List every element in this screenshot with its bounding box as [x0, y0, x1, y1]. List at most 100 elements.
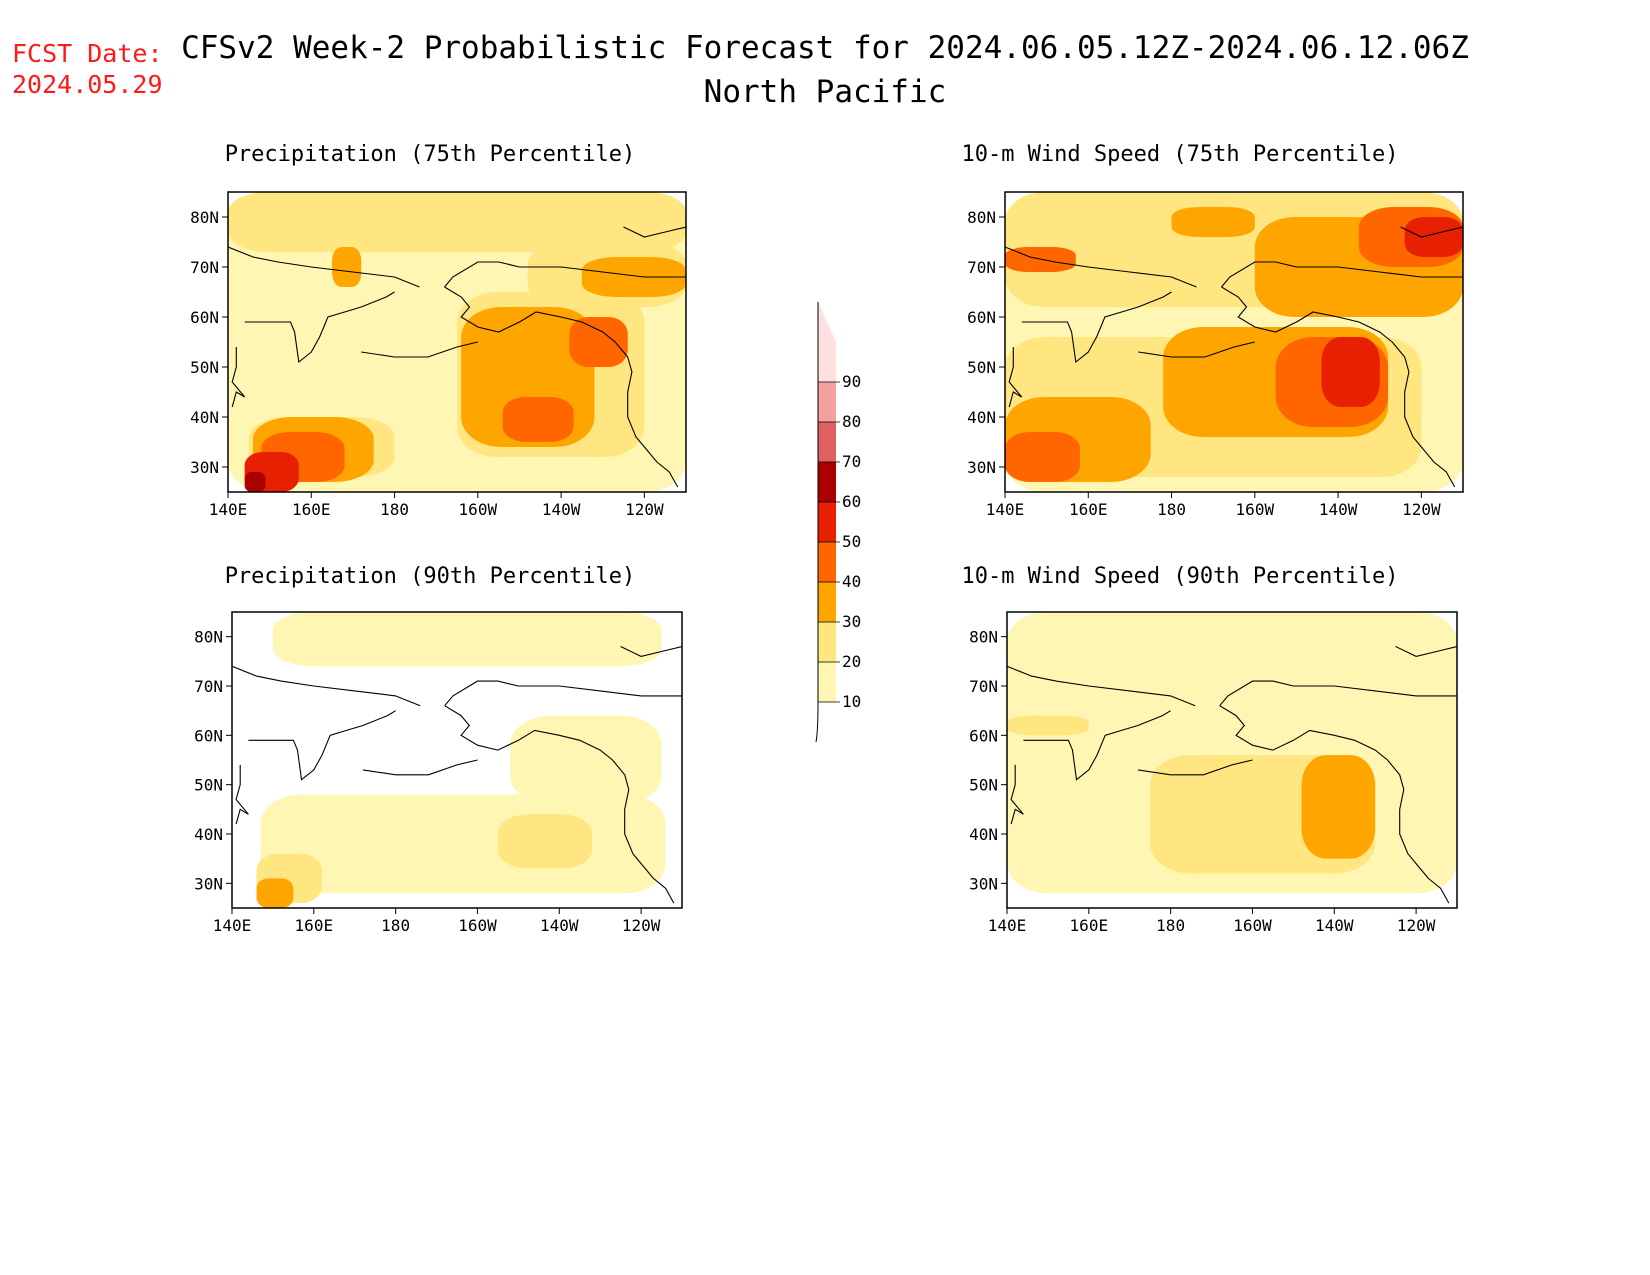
lon-tick-label: 180: [380, 500, 409, 519]
probability-region-level-4: [569, 317, 628, 367]
fcst-date-caption: FCST Date:: [12, 39, 163, 68]
lon-tick-label: 140E: [213, 916, 252, 935]
lat-tick-label: 60N: [190, 308, 219, 327]
map-panel-wind75: 140E 160E 180 160W 140W 120W 80N 70N 60N 50N 40N 30…: [967, 191, 1464, 519]
coastline-alaska: [444, 261, 686, 288]
coastline-kamchatka: [248, 710, 396, 781]
colorbar-segment: [818, 582, 836, 622]
colorbar-segment: [818, 662, 836, 702]
coastline-alaska_west: [444, 705, 675, 904]
probability-region-level-1: [272, 612, 662, 667]
lon-tick-label: 140E: [988, 916, 1027, 935]
lon-tick-label: 160W: [459, 500, 498, 519]
lat-tick-label: 30N: [190, 458, 219, 477]
coastline-aleutians: [362, 759, 478, 776]
coastline-kamchatka: [1021, 291, 1172, 364]
coastline-alaska_west: [1221, 286, 1456, 488]
colorbar-label: 60: [842, 492, 861, 511]
lon-tick-label: 140E: [209, 500, 248, 519]
lon-tick-label: 120W: [1402, 500, 1441, 519]
colorbar-segment: [818, 422, 836, 462]
coastline-canada_arctic: [620, 645, 682, 657]
lat-tick-label: 80N: [190, 208, 219, 227]
probability-region-level-5: [1404, 217, 1463, 257]
coastline-asia_east: [232, 665, 421, 707]
panel-title-wind90: 10-m Wind Speed (90th Percentile): [961, 564, 1399, 589]
map-panel-wind90: 140E 160E 180 160W 140W 120W 80N 70N 60N 50N 40N 30…: [969, 611, 1458, 935]
map-frame: [227, 191, 687, 493]
probability-region-level-3: [332, 247, 362, 287]
colorbar-label: 70: [842, 452, 861, 471]
probability-region-level-3: [1301, 755, 1376, 859]
lon-tick-label: 160E: [1069, 500, 1108, 519]
lat-tick-label: 80N: [967, 208, 996, 227]
coastline-japan_kuril: [1010, 764, 1024, 825]
coastline-japan_kuril: [235, 764, 249, 825]
probability-region-level-5: [1321, 337, 1380, 407]
map-frame: [1004, 191, 1464, 493]
coastline-canada_arctic: [1395, 645, 1457, 657]
lat-tick-label: 60N: [194, 726, 223, 745]
lon-tick-label: 120W: [1397, 916, 1436, 935]
colorbar-label: 30: [842, 612, 861, 631]
panel-title-precip90: Precipitation (90th Percentile): [224, 564, 636, 589]
probability-region-level-6: [244, 472, 266, 492]
lon-tick-label: 140W: [1315, 916, 1354, 935]
map-frame: [1006, 611, 1458, 909]
colorbar-legend: 10 20 30 40 50 60 70 80 90: [815, 302, 861, 743]
lon-tick-label: 180: [381, 916, 410, 935]
coastline-aleutians: [361, 341, 478, 358]
colorbar-label: 10: [842, 692, 861, 711]
lat-tick-label: 50N: [190, 358, 219, 377]
forecast-date-label: FCST Date: 2024.05.29: [12, 38, 163, 100]
lon-tick-label: 160W: [1233, 916, 1272, 935]
lat-tick-label: 70N: [190, 258, 219, 277]
lon-tick-label: 140E: [986, 500, 1025, 519]
coastline-alaska: [1221, 261, 1463, 288]
lat-tick-label: 30N: [969, 874, 998, 893]
lat-tick-label: 80N: [194, 628, 223, 647]
lat-tick-label: 30N: [967, 458, 996, 477]
lat-tick-label: 70N: [194, 677, 223, 696]
lon-tick-label: 160W: [1236, 500, 1275, 519]
colorbar-segment: [818, 462, 836, 502]
probability-region-level-3: [581, 257, 686, 297]
coastline-japan_kuril: [1008, 347, 1023, 408]
coastline-alaska: [444, 680, 682, 707]
lat-tick-label: 70N: [969, 677, 998, 696]
panel-title-precip75: Precipitation (75th Percentile): [224, 142, 636, 167]
lat-tick-label: 70N: [967, 258, 996, 277]
coastline-aleutians: [1137, 759, 1253, 776]
map-panel-precip90: 140E 160E 180 160W 140W 120W 80N 70N 60N 50N 40N 30…: [194, 611, 683, 935]
map-frame: [231, 611, 683, 909]
page-subtitle: North Pacific: [703, 74, 947, 110]
coastline-alaska_west: [1219, 705, 1450, 904]
lat-tick-label: 40N: [967, 408, 996, 427]
lon-tick-label: 140W: [542, 500, 581, 519]
lat-tick-label: 40N: [190, 408, 219, 427]
lat-tick-label: 50N: [967, 358, 996, 377]
lon-tick-label: 140W: [540, 916, 579, 935]
lat-tick-label: 50N: [194, 776, 223, 795]
fcst-date-value: 2024.05.29: [12, 70, 163, 99]
lat-tick-label: 80N: [969, 628, 998, 647]
lon-tick-label: 180: [1157, 500, 1186, 519]
lon-tick-label: 160E: [1070, 916, 1109, 935]
probability-region-level-3: [1171, 207, 1255, 237]
colorbar-segment: [818, 502, 836, 542]
lon-tick-label: 160E: [295, 916, 334, 935]
page-title: CFSv2 Week-2 Probabilistic Forecast for …: [181, 30, 1469, 66]
colorbar-segment: [818, 542, 836, 582]
probability-region-level-2: [1007, 715, 1089, 736]
lat-tick-label: 30N: [194, 874, 223, 893]
coastline-alaska_west: [444, 286, 679, 488]
colorbar-label: 80: [842, 412, 861, 431]
probability-region-level-1: [510, 715, 662, 805]
colorbar-top-cap: [818, 302, 836, 342]
probability-region-level-4: [1005, 432, 1080, 482]
lat-tick-label: 60N: [967, 308, 996, 327]
colorbar-segment: [818, 622, 836, 662]
colorbar-label: 90: [842, 372, 861, 391]
coastline-alaska: [1219, 680, 1457, 707]
coastline-aleutians: [1138, 341, 1255, 358]
